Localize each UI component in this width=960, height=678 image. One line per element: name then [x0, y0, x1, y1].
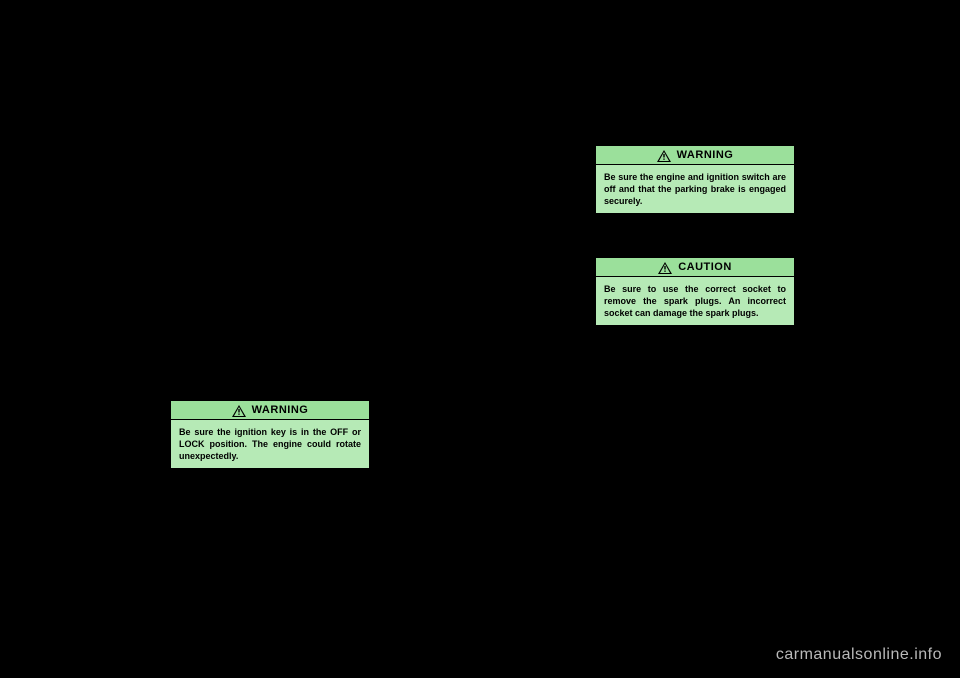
alert-triangle-icon — [657, 149, 671, 161]
manual-page: WARNING Be sure the ignition key is in t… — [0, 0, 960, 678]
caution-label: CAUTION — [678, 261, 732, 273]
alert-triangle-icon — [658, 261, 672, 273]
warning-body: Be sure the ignition key is in the OFF o… — [171, 420, 369, 468]
caution-callout-spark-plugs: CAUTION Be sure to use the correct socke… — [595, 257, 795, 326]
alert-triangle-icon — [232, 404, 246, 416]
warning-label: WARNING — [252, 404, 309, 416]
warning-header: WARNING — [596, 146, 794, 165]
warning-label: WARNING — [677, 149, 734, 161]
warning-header: WARNING — [171, 401, 369, 420]
warning-body: Be sure the engine and ignition switch a… — [596, 165, 794, 213]
warning-callout-ignition-key: WARNING Be sure the ignition key is in t… — [170, 400, 370, 469]
warning-callout-parking-brake: WARNING Be sure the engine and ignition … — [595, 145, 795, 214]
watermark-text: carmanualsonline.info — [776, 646, 942, 664]
caution-header: CAUTION — [596, 258, 794, 277]
caution-body: Be sure to use the correct socket to rem… — [596, 277, 794, 325]
